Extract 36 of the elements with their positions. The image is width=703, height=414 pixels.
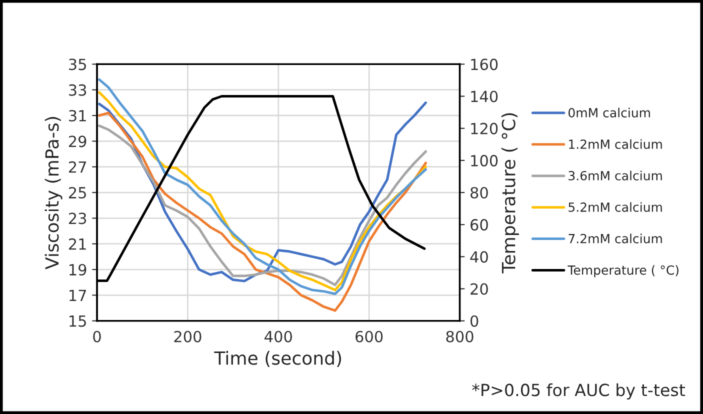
y-tick-label: 29 (68, 136, 86, 148)
y2-axis-title: Temperature ( °C) (501, 113, 519, 274)
y-tick-label: 17 (70, 290, 86, 301)
legend-label: Temperature ( °C) (568, 265, 678, 278)
y-tick-label: 31 (69, 110, 86, 122)
y-tick-label: 25 (68, 186, 86, 199)
y2-tick-label: 40 (470, 251, 488, 263)
y-tick-label: 21 (68, 238, 86, 250)
y2-tick-label: 20 (470, 283, 488, 295)
text: *P>0.05 for AUC by t-test (472, 383, 686, 400)
legend-label: 1.2mM calcium (569, 139, 662, 149)
y-tick-label: 15 (70, 316, 86, 327)
x-tick-label: 600 (356, 330, 383, 342)
y2-tick-label: 140 (471, 90, 498, 102)
y-axis-title: Viscosity (mPa-s) (44, 117, 62, 270)
y-tick-label: 23 (68, 212, 86, 224)
line-series (98, 112, 428, 312)
legend-label: 5.2mM calcium (568, 202, 662, 212)
y2-tick-label: 160 (471, 58, 498, 70)
legend-label: 3.6mM calcium (568, 170, 662, 180)
x-tick-label: 200 (174, 330, 202, 342)
y2-tick-label: 80 (470, 186, 488, 199)
x-tick-label: 800 (446, 330, 474, 342)
x-axis-title: Time (second) (214, 350, 342, 368)
legend-label: 0mM calcium (568, 108, 650, 118)
legend-label: 7.2mM calcium (568, 234, 662, 244)
x-tick-label: 400 (264, 330, 292, 342)
y2-tick-label: 100 (471, 154, 498, 166)
y-tick-label: 27 (68, 161, 86, 173)
y2-tick-label: 120 (471, 122, 498, 134)
y-tick-label: 35 (69, 58, 86, 70)
y2-tick-label: 60 (470, 219, 488, 231)
y2-tick-label: 0 (470, 315, 478, 327)
y-tick-label: 19 (70, 264, 86, 276)
y-tick-label: 33 (69, 84, 86, 96)
x-tick-label: 0 (93, 330, 101, 342)
